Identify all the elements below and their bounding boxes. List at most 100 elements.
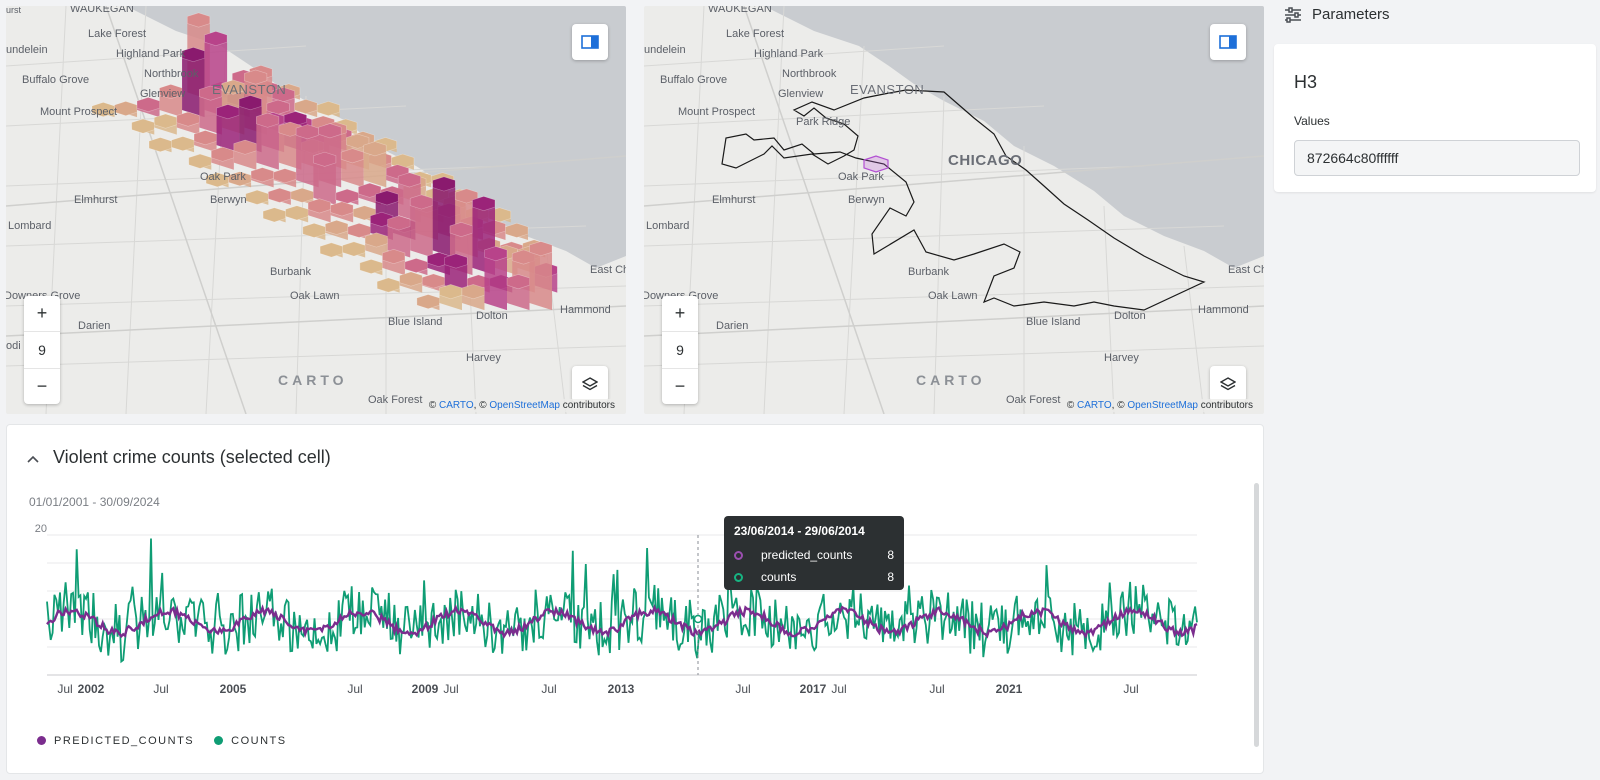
chart-legend: PREDICTED_COUNTS COUNTS <box>37 735 287 747</box>
hex-cell[interactable] <box>330 201 354 217</box>
map-label: Blue Island <box>388 316 443 328</box>
map-label: Northbrook <box>782 68 837 80</box>
tooltip-series-value: 8 <box>887 570 894 584</box>
hex-column <box>484 250 507 311</box>
date-range: 01/01/2001 - 30/09/2024 <box>29 495 160 509</box>
time-series-chart[interactable]: 20 Jul 2002 Jul 2005 Jul 2009 Jul Jul 2013 Jul 2017… <box>7 505 1237 725</box>
attribution-suffix: contributors <box>562 400 615 411</box>
hex-cell[interactable] <box>472 196 496 211</box>
hex-cell[interactable] <box>313 151 337 167</box>
hex-cell[interactable] <box>316 101 340 117</box>
tooltip-row: counts 8 <box>734 566 894 588</box>
hover-point <box>693 614 703 624</box>
hexbin-3d-layer <box>91 12 558 311</box>
map-label: urst <box>6 6 22 15</box>
carto-link[interactable]: CARTO <box>439 400 474 411</box>
hex-cell[interactable] <box>238 95 262 111</box>
hex-cell[interactable] <box>244 69 268 85</box>
hex-cell[interactable] <box>484 246 508 262</box>
hex-column <box>363 145 387 188</box>
chart-panel-header[interactable]: Violent crime counts (selected cell) <box>27 447 331 468</box>
map-label: Oak Lawn <box>928 290 978 302</box>
zoom-in-button[interactable]: + <box>662 296 698 333</box>
map-label: Darien <box>716 320 749 332</box>
carto-link[interactable]: CARTO <box>1077 400 1112 411</box>
legend-item-counts[interactable]: COUNTS <box>214 735 286 747</box>
x-tick-label: Jul <box>831 682 846 696</box>
map-right[interactable]: WAUKEGAN Lake Forest Highland Park undel… <box>644 6 1264 414</box>
hex-column <box>296 128 319 188</box>
hex-cell[interactable] <box>363 141 387 157</box>
hex-cell[interactable] <box>358 182 382 198</box>
x-tick-label: 2017 <box>800 682 827 696</box>
map-label: Glenview <box>778 88 824 100</box>
legend-item-predicted[interactable]: PREDICTED_COUNTS <box>37 735 194 747</box>
x-tick-label: 2021 <box>996 682 1023 696</box>
x-tick-label: 2013 <box>608 682 635 696</box>
osm-link[interactable]: OpenStreetMap <box>1127 400 1198 411</box>
osm-link[interactable]: OpenStreetMap <box>489 400 560 411</box>
panel-scrollbar[interactable] <box>1254 483 1259 747</box>
map-label: Harvey <box>1104 352 1139 364</box>
hex-cell[interactable] <box>370 211 394 227</box>
hex-cell[interactable] <box>346 133 370 149</box>
hex-column <box>313 155 336 205</box>
map-basemap <box>644 6 1264 414</box>
carto-logo: CARTO <box>278 372 348 388</box>
layers-button[interactable] <box>1210 366 1246 402</box>
values-input[interactable] <box>1294 140 1580 176</box>
hex-cell[interactable] <box>256 112 280 128</box>
chart-tooltip: 23/06/2014 - 29/06/2014 predicted_counts… <box>724 516 904 590</box>
chevron-up-icon[interactable] <box>27 450 39 466</box>
map-label: Dolton <box>1114 310 1146 322</box>
series-line-predicted <box>46 604 1198 640</box>
hex-cell[interactable] <box>294 99 318 115</box>
map-label: Park Ridge <box>796 116 851 128</box>
hex-cell[interactable] <box>454 188 479 204</box>
legend-toggle-button[interactable] <box>572 24 608 60</box>
map-label: Oak Forest <box>1006 394 1061 406</box>
hex-cell[interactable] <box>325 219 349 235</box>
hex-column <box>199 89 222 135</box>
zoom-out-button[interactable]: − <box>36 375 48 396</box>
hex-cell[interactable] <box>382 249 406 264</box>
map-label: undelein <box>644 44 686 56</box>
hex-cell[interactable] <box>529 241 553 257</box>
hex-column <box>239 99 262 153</box>
hex-cell[interactable] <box>397 172 422 188</box>
y-tick-label: 20 <box>35 523 47 535</box>
hex-cell[interactable] <box>250 167 274 183</box>
legend-toggle-button[interactable] <box>1210 24 1246 60</box>
map-left[interactable]: WAUKEGAN urst Lake Forest Highland Park … <box>6 6 626 414</box>
map-label: Burbank <box>908 266 949 278</box>
hex-cell[interactable] <box>307 198 331 214</box>
sliders-icon <box>1285 6 1301 23</box>
hex-column <box>529 245 553 311</box>
hex-cell[interactable] <box>187 12 211 28</box>
tooltip-series-value: 8 <box>887 548 894 562</box>
x-tick-label: Jul <box>929 682 944 696</box>
map-label: undelein <box>6 44 48 56</box>
x-tick-label: Jul <box>347 682 362 696</box>
zoom-in-button[interactable]: + <box>24 296 60 333</box>
zoom-out-button[interactable]: − <box>674 375 686 396</box>
hex-cell[interactable] <box>444 253 468 269</box>
map-label: Lake Forest <box>88 28 147 40</box>
carto-logo: CARTO <box>916 372 986 388</box>
x-tick-label: Jul <box>153 682 168 696</box>
hex-cell[interactable] <box>432 176 456 192</box>
map-label: WAUKEGAN <box>70 6 134 15</box>
layers-icon <box>1220 377 1236 391</box>
hex-cell[interactable] <box>399 271 423 287</box>
zoom-control: + 9 − <box>662 296 698 404</box>
hex-cell[interactable] <box>505 222 529 238</box>
hex-column <box>216 108 240 153</box>
x-tick-label: 2002 <box>78 682 105 696</box>
legend-label: COUNTS <box>231 735 287 747</box>
layers-button[interactable] <box>572 366 608 402</box>
hex-cell[interactable] <box>318 123 342 139</box>
hex-cell[interactable] <box>278 121 302 137</box>
hex-cell[interactable] <box>204 31 228 47</box>
x-tick-label: Jul <box>443 682 458 696</box>
hex-column <box>256 116 279 170</box>
